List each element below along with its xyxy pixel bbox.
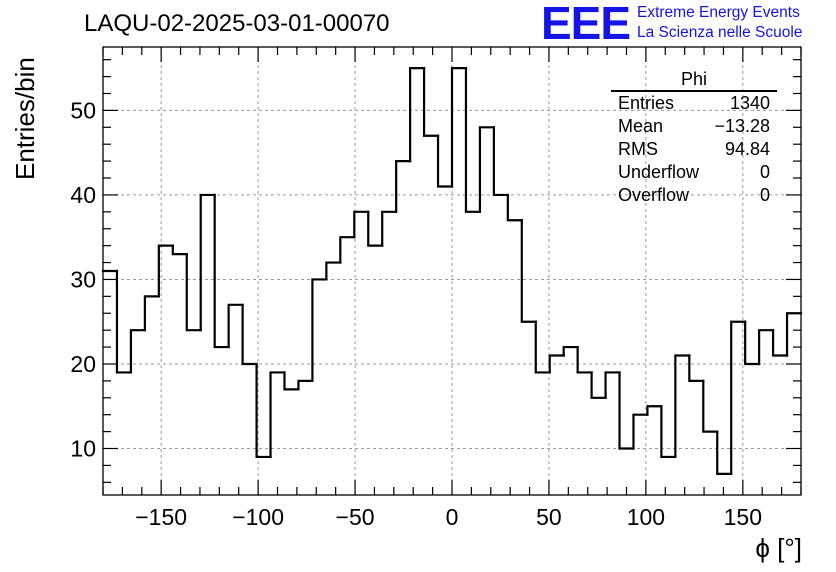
stats-title: Phi bbox=[611, 68, 777, 92]
histogram-bin bbox=[478, 126, 495, 213]
y-tick-label: 10 bbox=[70, 436, 96, 462]
histogram-bin bbox=[771, 329, 789, 357]
stats-row-underflow: Underflow 0 bbox=[611, 161, 777, 184]
histogram-bin bbox=[255, 362, 272, 459]
stats-label: Mean bbox=[618, 116, 664, 136]
stats-label: RMS bbox=[618, 139, 658, 159]
y-axis-label-wrap: Entries/bin bbox=[6, 57, 40, 181]
x-tick-label: 50 bbox=[536, 504, 562, 530]
stats-row-overflow: Overflow 0 bbox=[611, 184, 777, 207]
y-tick-label: 30 bbox=[70, 266, 96, 292]
histogram-bin bbox=[381, 210, 398, 247]
histogram-bin bbox=[716, 430, 733, 475]
histogram-bin bbox=[157, 244, 174, 298]
stats-label: Overflow bbox=[618, 185, 690, 205]
histogram-bin bbox=[297, 379, 314, 391]
stats-row-entries: Entries 1340 bbox=[611, 92, 777, 115]
stats-value: 0 bbox=[759, 185, 770, 205]
tick-labels: −150 −100 −50 0 50 100 150 10 20 30 40 50 bbox=[70, 97, 762, 530]
stats-label: Entries bbox=[618, 93, 675, 113]
histogram-bin bbox=[674, 354, 691, 459]
histogram-bin bbox=[409, 67, 426, 163]
y-tick-label: 20 bbox=[70, 351, 96, 377]
stats-box: Phi Entries 1340 Mean −13.28 RMS 94.84 U… bbox=[611, 68, 777, 207]
logo-caption: Extreme Energy Events La Scienza nelle S… bbox=[637, 3, 802, 43]
histogram-bin bbox=[325, 261, 342, 281]
histogram-bin bbox=[269, 371, 286, 459]
histogram-bin bbox=[506, 193, 523, 222]
histogram-bin bbox=[618, 371, 635, 450]
histogram-bin bbox=[115, 269, 133, 374]
histogram-bin bbox=[576, 345, 593, 374]
y-tick-label: 50 bbox=[70, 97, 96, 123]
logo-caption-line2: La Scienza nelle Scuole bbox=[637, 24, 803, 41]
histogram-bin bbox=[534, 320, 551, 374]
x-tick-label: 150 bbox=[724, 504, 762, 530]
x-axis-label: ϕ [°] bbox=[755, 533, 802, 563]
histogram-bin bbox=[688, 354, 705, 382]
histogram-bin bbox=[143, 295, 160, 332]
x-tick-label: −50 bbox=[336, 504, 375, 530]
x-tick-label: −100 bbox=[232, 504, 284, 530]
histogram-bin bbox=[590, 371, 607, 399]
histogram-bin bbox=[436, 134, 454, 188]
histogram-bin bbox=[730, 320, 747, 475]
histogram-bin bbox=[129, 329, 146, 374]
stats-value: 0 bbox=[759, 162, 770, 182]
histogram-bin bbox=[548, 354, 565, 374]
histogram-bin bbox=[395, 160, 412, 213]
chart-title: LAQU-02-2025-03-01-00070 bbox=[84, 10, 390, 37]
histogram-bin bbox=[213, 193, 230, 349]
histogram-bin bbox=[171, 244, 188, 256]
histogram-bin bbox=[241, 303, 258, 366]
axis-ticks bbox=[102, 47, 802, 495]
y-axis-label: Entries/bin bbox=[10, 57, 40, 180]
histogram-bin bbox=[339, 236, 356, 264]
histogram-bin bbox=[646, 405, 663, 416]
histogram-bin bbox=[492, 126, 509, 197]
histogram-bin bbox=[353, 210, 370, 239]
histogram-bin bbox=[199, 193, 216, 332]
eee-logo: EEE bbox=[541, 0, 631, 49]
histogram-bin bbox=[464, 67, 482, 213]
histogram-bin bbox=[227, 303, 244, 349]
stats-row-rms: RMS 94.84 bbox=[611, 138, 777, 161]
stats-label: Underflow bbox=[618, 162, 700, 182]
histogram-bin bbox=[422, 67, 440, 137]
histogram-bin bbox=[758, 329, 775, 366]
histogram-bin bbox=[185, 252, 202, 332]
histogram-bin bbox=[702, 379, 719, 433]
stats-row-mean: Mean −13.28 bbox=[611, 115, 777, 138]
x-tick-label: −150 bbox=[135, 504, 187, 530]
stats-value: −13.28 bbox=[714, 116, 770, 136]
x-tick-label: 100 bbox=[627, 504, 665, 530]
histogram-bin bbox=[632, 413, 649, 450]
stats-value: 1340 bbox=[729, 93, 770, 113]
histogram-bin bbox=[562, 345, 579, 357]
histogram-bin bbox=[744, 320, 761, 366]
y-tick-label: 40 bbox=[70, 182, 96, 208]
histogram-bin bbox=[604, 371, 621, 399]
histogram-bin bbox=[785, 312, 803, 357]
logo-caption-line1: Extreme Energy Events bbox=[637, 4, 800, 21]
histogram-bin bbox=[450, 67, 468, 188]
stats-value: 94.84 bbox=[724, 139, 770, 159]
histogram-bin bbox=[283, 371, 300, 391]
histogram-bins bbox=[101, 67, 803, 475]
histogram-bin bbox=[311, 278, 328, 382]
histogram-bin bbox=[367, 210, 384, 247]
histogram-bin bbox=[520, 219, 537, 323]
x-tick-label: 0 bbox=[446, 504, 459, 530]
histogram-bin bbox=[660, 405, 677, 459]
